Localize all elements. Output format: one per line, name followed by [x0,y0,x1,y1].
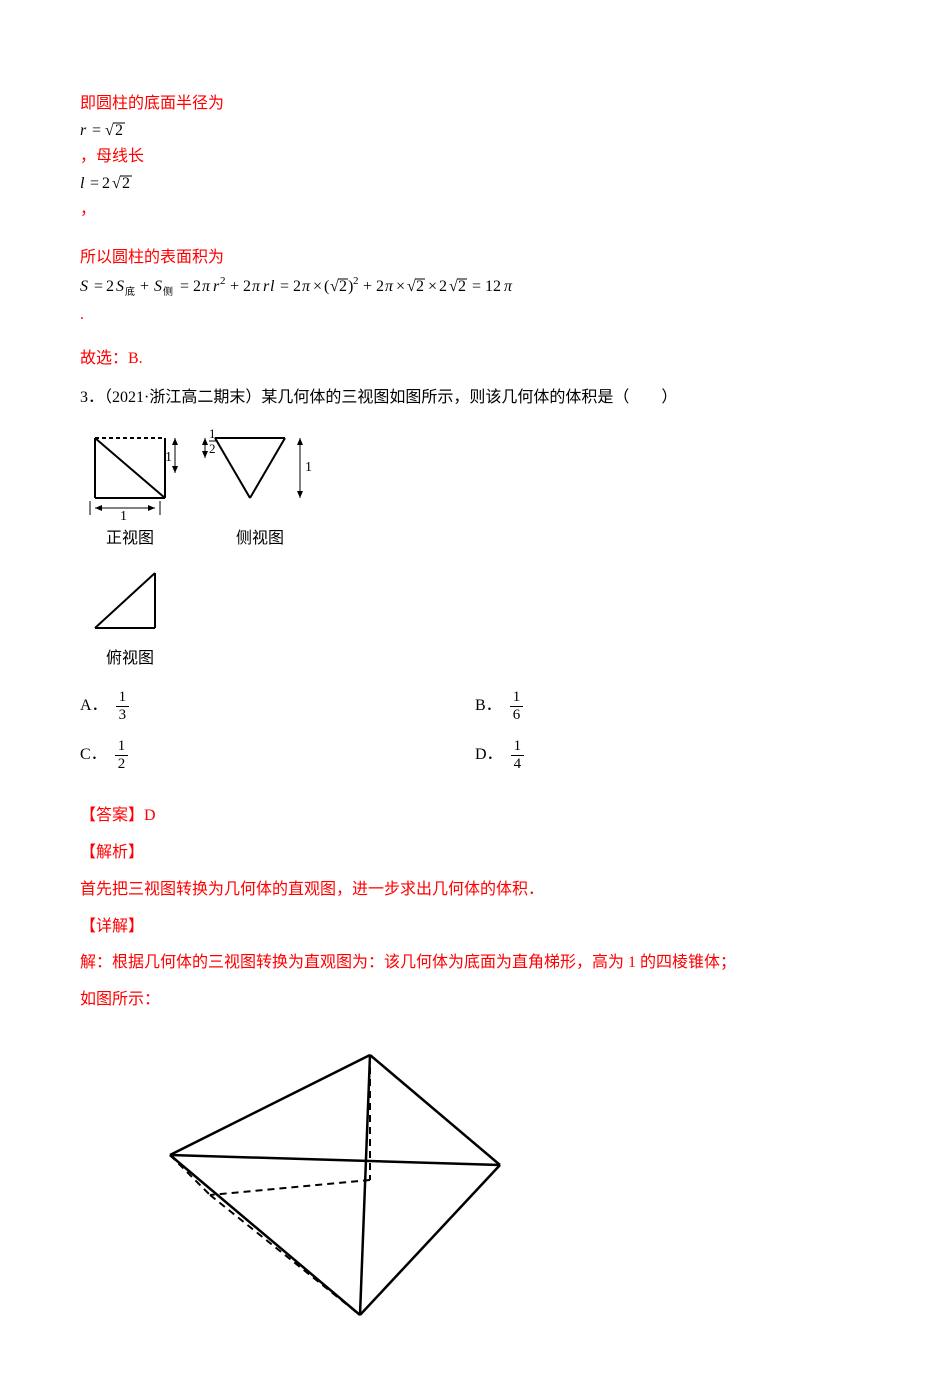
svg-text:+: + [230,278,239,295]
side-view-svg: 1 2 1 [200,423,320,523]
svg-text:×: × [396,278,405,295]
svg-text:π: π [252,278,261,295]
svg-text:侧: 侧 [163,285,173,298]
detail-text: 解：根据几何体的三视图转换为直观图为：该几何体为底面为直角梯形，高为 1 的四棱… [80,949,870,978]
svg-text:×: × [428,278,437,295]
front-view-svg: 1 1 [80,423,180,523]
svg-text:S: S [154,278,162,295]
svg-text:√: √ [112,175,121,192]
pyramid-diagram [140,1035,870,1335]
dim-1-bottom: 1 [120,509,127,523]
option-c: C． 12 [80,738,475,772]
svg-text:2: 2 [193,278,201,295]
svg-text:r: r [80,122,87,139]
svg-text:12: 12 [485,278,501,295]
option-a: A． 13 [80,689,475,723]
line-answer-b: 故选：B. [80,345,870,374]
svg-text:2: 2 [293,278,301,295]
svg-text:π: π [385,278,394,295]
svg-text:(: ( [324,278,329,295]
option-d: D． 14 [475,738,870,772]
svg-text:π: π [302,278,311,295]
svg-text:√: √ [330,278,339,295]
svg-text:2: 2 [122,175,130,192]
svg-text:底: 底 [125,285,135,298]
front-view: 1 1 正视图 [80,423,180,554]
svg-text:S: S [116,278,124,295]
svg-text:2: 2 [439,278,447,295]
svg-text:2: 2 [106,278,114,295]
side-view-label: 侧视图 [236,525,284,554]
svg-text:2: 2 [458,278,466,295]
svg-text:√: √ [449,278,458,295]
dim-half-den: 2 [209,441,216,456]
option-b: B． 16 [475,689,870,723]
svg-text:=: = [180,278,189,295]
detail-text2: 如图所示： [80,986,870,1015]
svg-text:√: √ [105,122,114,139]
svg-text:2: 2 [220,275,226,287]
detail-label: 【详解】 [80,913,870,942]
analysis-text: 首先把三视图转换为几何体的直观图，进一步求出几何体的体积． [80,876,870,905]
svg-text:S: S [80,278,88,295]
three-views-row1: 1 1 正视图 1 2 1 侧视图 [80,423,870,554]
formula-l: l=2√2 [80,172,150,196]
top-view-label: 俯视图 [106,645,154,674]
svg-text:=: = [94,278,103,295]
svg-text:×: × [313,278,322,295]
dim-half-num: 1 [209,426,216,441]
formula-surface: S = 2 S 底 + S 侧 = 2 π r 2 + 2 π r l = 2 … [80,273,580,301]
svg-text:π: π [202,278,211,295]
svg-text:+: + [363,278,372,295]
svg-text:√: √ [407,278,416,295]
svg-text:=: = [280,278,289,295]
svg-text:r: r [263,278,270,295]
top-view-svg [80,563,180,643]
options-container: A． 13 B． 16 C． 12 D． 14 [80,689,870,787]
svg-text:2: 2 [102,175,110,192]
svg-text:l: l [270,278,275,295]
dim-1-right: 1 [165,450,172,465]
side-view: 1 2 1 侧视图 [200,423,320,554]
front-view-label: 正视图 [106,525,154,554]
svg-text:π: π [504,278,513,295]
svg-text:l: l [80,175,85,192]
question-3: 3．（2021·浙江高二期末）某几何体的三视图如图所示，则该几何体的体积是（ ） [80,384,870,413]
svg-text:=: = [90,175,99,192]
svg-text:2: 2 [115,122,123,139]
top-view: 俯视图 [80,563,180,674]
svg-text:+: + [140,278,149,295]
answer-line: 【答案】D [80,802,870,831]
svg-text:=: = [472,278,481,295]
dim-1-side: 1 [305,460,312,475]
svg-text:2: 2 [243,278,251,295]
line-surface-area: 所以圆柱的表面积为 S = 2 S 底 + S 侧 = 2 π r 2 + 2 … [80,244,870,330]
formula-r: r =√2 [80,119,140,143]
svg-text:=: = [92,122,101,139]
svg-text:r: r [213,278,220,295]
pyramid-svg [140,1035,520,1335]
analysis-label: 【解析】 [80,839,870,868]
svg-text:2: 2 [376,278,384,295]
line-radius: 即圆柱的底面半径为r=√2，母线长l=2√2， [80,90,870,224]
svg-text:2: 2 [353,275,359,287]
svg-text:2: 2 [339,278,347,295]
svg-text:2: 2 [416,278,424,295]
